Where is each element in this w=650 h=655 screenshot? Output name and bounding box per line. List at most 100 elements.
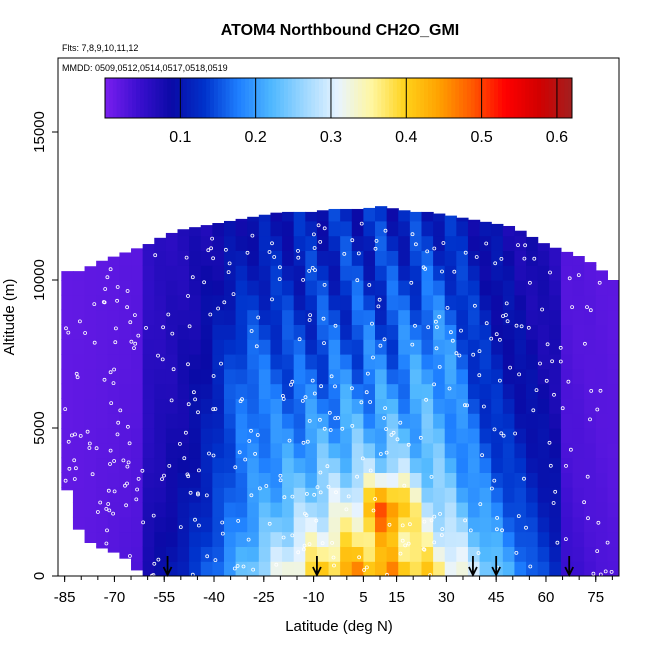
sample-point <box>605 540 610 545</box>
sample-point <box>211 407 216 412</box>
heatmap-cell <box>270 354 283 370</box>
heatmap-cell <box>433 309 446 325</box>
heatmap-cell <box>200 516 213 533</box>
heatmap-cell <box>316 265 330 281</box>
heatmap-cell <box>363 250 376 266</box>
heatmap-cell <box>235 383 248 399</box>
heatmap-cell <box>131 487 144 503</box>
heatmap-cell <box>293 487 306 503</box>
heatmap-cell <box>537 472 550 488</box>
sample-point <box>476 551 481 555</box>
heatmap-cell <box>467 428 481 444</box>
sample-point <box>161 325 166 330</box>
heatmap-cell <box>375 546 388 562</box>
heatmap-cell <box>421 413 434 429</box>
heatmap-cell <box>467 413 481 429</box>
profile-arrows <box>162 556 575 578</box>
sample-point <box>307 418 312 423</box>
heatmap-cell <box>549 339 562 355</box>
heatmap-cell <box>177 324 190 340</box>
heatmap-cell <box>479 383 492 399</box>
sample-point <box>227 261 232 266</box>
heatmap-cell <box>270 502 283 518</box>
heatmap-cell <box>293 211 306 222</box>
heatmap-cell <box>61 457 74 473</box>
heatmap-cell <box>375 206 388 222</box>
colorbar-swatch <box>241 78 246 118</box>
heatmap-cell <box>107 265 121 281</box>
heatmap-cell <box>61 487 74 491</box>
sample-point <box>440 269 444 274</box>
sample-point <box>555 540 560 545</box>
heatmap-cell <box>421 309 434 325</box>
heatmap-cell <box>479 354 492 370</box>
sample-point <box>307 542 312 546</box>
heatmap-cell <box>514 354 527 370</box>
heatmap-cell <box>107 516 121 533</box>
heatmap-cell <box>537 442 550 459</box>
sample-point <box>421 547 426 551</box>
colorbar-swatch <box>443 78 448 118</box>
heatmap-cell <box>142 265 155 281</box>
sample-point <box>129 339 134 344</box>
colorbar-swatch <box>478 78 483 118</box>
heatmap-cell <box>572 413 585 429</box>
heatmap-cell <box>282 265 295 281</box>
colorbar-swatch <box>509 78 515 118</box>
heatmap-cell <box>107 546 121 553</box>
heatmap-cell <box>247 442 260 459</box>
heatmap-cell <box>235 265 248 281</box>
sample-point <box>310 378 315 383</box>
sample-point <box>63 478 68 483</box>
heatmap-cell <box>177 368 190 385</box>
sample-point <box>441 241 446 245</box>
heatmap-cell <box>200 487 213 503</box>
heatmap-cell <box>293 339 306 355</box>
heatmap-cell <box>282 413 295 429</box>
sample-point <box>73 432 77 437</box>
heatmap-cell <box>200 250 213 266</box>
sample-point <box>505 319 510 324</box>
sample-point <box>598 572 603 576</box>
heatmap-cell <box>200 457 213 473</box>
sample-point <box>434 325 439 330</box>
heatmap-cell <box>409 211 423 222</box>
heatmap-cell <box>61 294 74 311</box>
heatmap-cell <box>584 442 597 459</box>
sample-point <box>322 226 327 231</box>
heatmap-cell <box>584 280 597 296</box>
heatmap-cells <box>61 206 619 576</box>
heatmap-cell <box>258 531 272 547</box>
sample-point <box>359 221 364 226</box>
heatmap-cell <box>165 502 179 518</box>
sample-point <box>303 511 307 516</box>
heatmap-cell <box>502 294 516 311</box>
sample-point <box>186 362 190 367</box>
heatmap-cell <box>526 561 539 576</box>
heatmap-cell <box>107 442 121 459</box>
heatmap-cell <box>142 546 155 562</box>
heatmap-cell <box>421 339 434 355</box>
heatmap-cell <box>502 457 516 473</box>
heatmap-cell <box>316 442 330 459</box>
heatmap-cell <box>212 324 225 340</box>
sample-point <box>160 357 165 362</box>
heatmap-cell <box>154 428 167 444</box>
heatmap-cell <box>131 398 144 414</box>
heatmap-cell <box>72 413 86 429</box>
heatmap-cell <box>270 294 283 311</box>
heatmap-cell <box>351 235 364 251</box>
heatmap-cell <box>467 457 481 473</box>
heatmap-cell <box>526 324 539 340</box>
heatmap-cell <box>258 546 272 562</box>
heatmap-cell <box>456 442 469 459</box>
sample-point <box>371 508 376 513</box>
heatmap-cell <box>223 309 237 325</box>
heatmap-cell <box>607 413 619 429</box>
heatmap-cell <box>433 561 446 576</box>
heatmap-cell <box>189 368 202 385</box>
heatmap-cell <box>409 294 423 311</box>
colorbar-swatch <box>284 78 289 118</box>
sample-point <box>332 563 336 568</box>
sample-point <box>334 490 338 495</box>
